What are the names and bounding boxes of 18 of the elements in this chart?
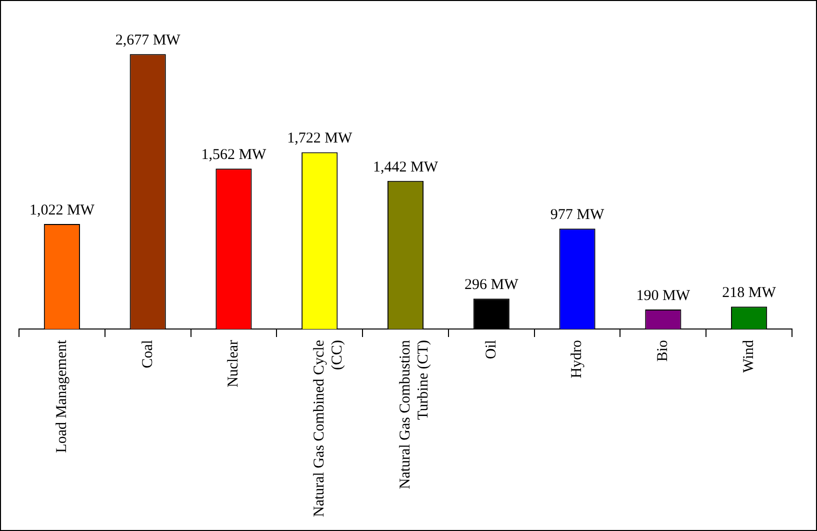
x-tick-label: Oil	[483, 340, 500, 360]
x-tick-label: Natural Gas Combustion Turbine (CT)	[397, 339, 432, 490]
data-label: 1,722 MW	[287, 130, 353, 147]
data-label: 296 MW	[464, 277, 520, 294]
x-tick-label: Hydro	[569, 340, 586, 378]
data-label: 190 MW	[636, 288, 691, 304]
x-tick-label: Natural Gas Combined Cycle (CC)	[312, 340, 346, 518]
data-label: 218 MW	[722, 285, 777, 302]
data-label: 1,562 MW	[201, 147, 268, 164]
x-tick-label: Wind	[740, 339, 757, 373]
x-tick-label: Coal	[140, 340, 156, 368]
data-label: 977 MW	[550, 207, 605, 224]
data-label: 1,442 MW	[373, 159, 439, 176]
x-tick-label: Bio	[655, 340, 672, 362]
data-label: 2,677 MW	[115, 32, 182, 49]
data-label: 1,022 MW	[29, 202, 96, 218]
x-tick-label: Nuclear	[226, 340, 242, 388]
x-tick-label: Load Management	[54, 339, 70, 453]
